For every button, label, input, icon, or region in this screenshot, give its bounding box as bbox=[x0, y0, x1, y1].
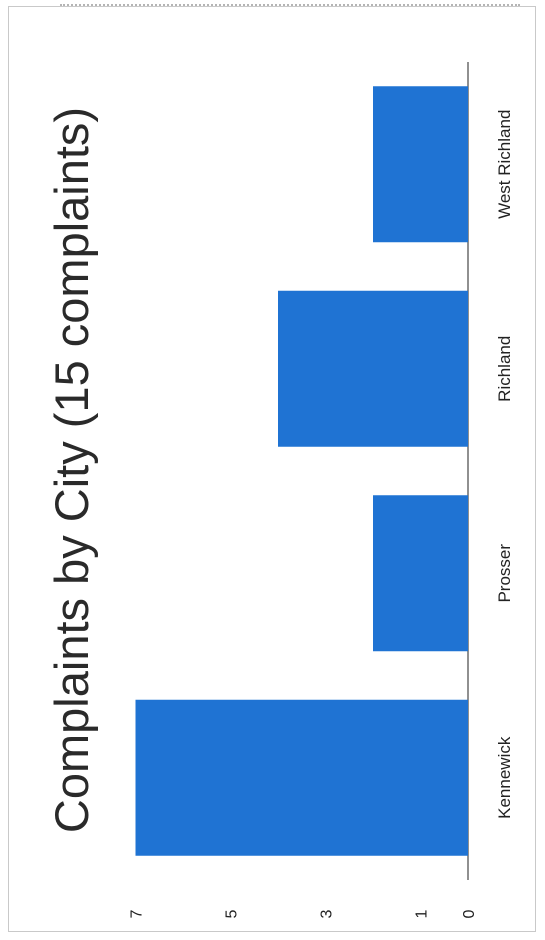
category-labels: Kennewick Prosser Richland West Richland bbox=[495, 110, 514, 819]
y-tick-label: 0 bbox=[461, 909, 478, 918]
y-tick-label: 1 bbox=[414, 909, 431, 918]
bar-kennewick bbox=[135, 699, 468, 856]
bar-prosser bbox=[373, 495, 468, 652]
y-tick-label: 5 bbox=[224, 909, 241, 918]
bar-west-richland bbox=[373, 86, 468, 243]
bars bbox=[135, 86, 468, 856]
chart-title: Complaints by City (15 complaints) bbox=[45, 107, 98, 833]
y-tick-label: 7 bbox=[129, 909, 146, 918]
y-tick-label: 3 bbox=[319, 909, 336, 918]
top-dotted-rule bbox=[60, 4, 520, 6]
category-label-west-richland: West Richland bbox=[495, 110, 514, 219]
category-label-kennewick: Kennewick bbox=[495, 736, 514, 819]
y-tick-labels: 0 1 3 5 7 bbox=[129, 909, 479, 918]
bar-richland bbox=[278, 290, 468, 447]
category-label-prosser: Prosser bbox=[495, 544, 514, 603]
category-label-richland: Richland bbox=[495, 336, 514, 402]
